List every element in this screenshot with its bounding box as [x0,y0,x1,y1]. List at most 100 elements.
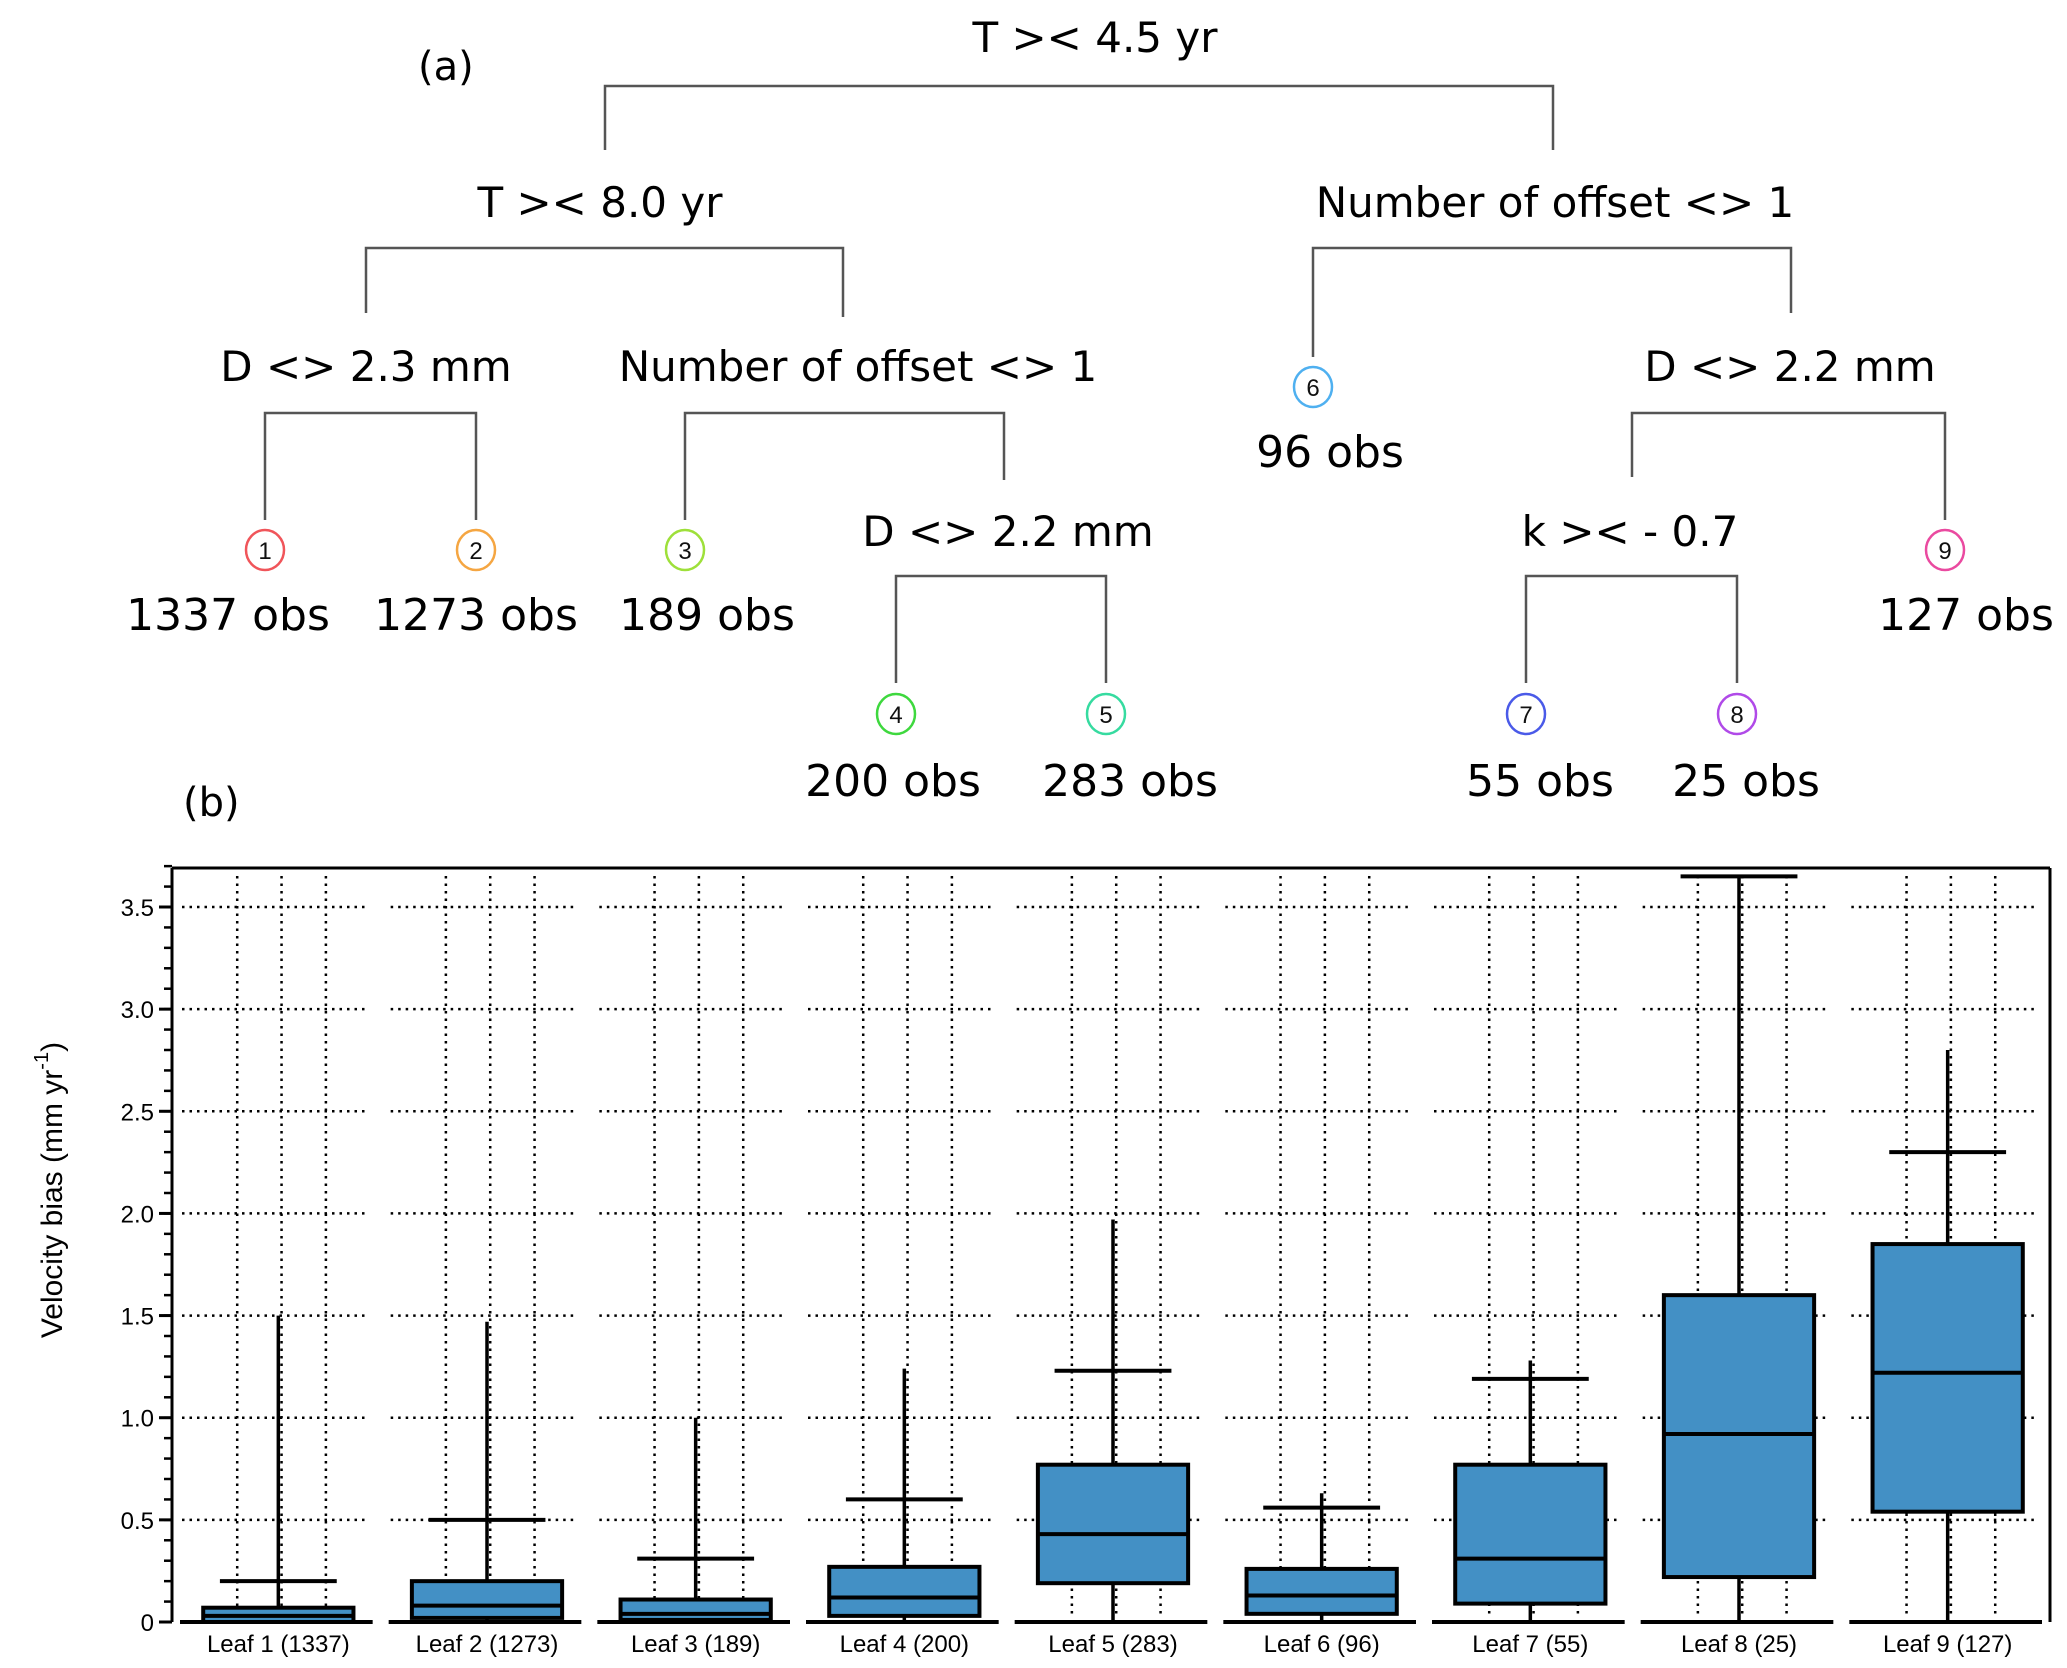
box-group-leaf-1 [180,1315,373,1624]
box-iqr [1244,1566,1399,1616]
box-iqr [1870,1242,2025,1514]
x-tick-label: Leaf 3 (189) [631,1631,760,1658]
box-iqr [1035,1462,1191,1586]
box-group-leaf-5 [1014,1219,1208,1624]
leaf-node-2: 2 1273 obs [374,528,578,641]
split-left: T >< 8.0 yr [476,178,723,227]
y-axis-title-main: Velocity bias (mm yr [36,1070,69,1338]
y-axis-title-superscript: -1 [31,1052,53,1070]
box-group-leaf-9 [1849,1050,2042,1624]
leaf-circle [1716,692,1758,736]
leaf-circle [244,528,286,572]
y-tick-label: 0 [141,1610,154,1637]
leaf-number: 5 [1099,702,1112,729]
leaf-obs-count: 1273 obs [374,590,578,641]
y-tick-label: 1.0 [121,1406,154,1433]
leaf-obs-count: 127 obs [1878,590,2054,641]
y-tick-label: 3.5 [121,895,154,922]
connector-left [364,246,845,317]
leaf-obs-count: 55 obs [1466,756,1614,807]
box-group-leaf-8 [1640,874,1834,1624]
x-tick-label: Leaf 6 (96) [1264,1631,1380,1658]
leaf-circle [455,528,497,572]
box-group-leaf-7 [1432,1360,1625,1624]
x-tick-label: Leaf 4 (200) [840,1631,969,1658]
leaf-circle [1505,692,1547,736]
boxes [180,874,2042,1624]
x-tick-label: Leaf 7 (55) [1472,1631,1588,1658]
leaf-number: 9 [1938,538,1951,565]
connector-left-right-right [894,574,1108,683]
connector-right [1311,246,1793,357]
leaf-obs-count: 189 obs [619,590,795,641]
leaf-number: 6 [1306,375,1319,402]
box-iqr [1661,1293,1817,1580]
leaf-circle [1292,365,1334,409]
connector-left-right [683,411,1006,520]
split-left-left: D <> 2.3 mm [220,342,511,391]
leaf-circle [1085,692,1127,736]
leaf-number: 3 [678,538,691,565]
leaf-node-9: 9 127 obs [1878,528,2054,641]
leaf-node-7: 7 55 obs [1466,692,1614,807]
y-axis-title-close: ) [36,1042,69,1052]
y-tick-label: 2.0 [121,1201,154,1228]
split-left-right-right: D <> 2.2 mm [862,507,1153,556]
leaf-node-5: 5 283 obs [1042,692,1218,807]
x-tick-label: Leaf 2 (1273) [416,1631,559,1658]
box-iqr [1453,1462,1608,1606]
x-tick-label: Leaf 5 (283) [1048,1631,1177,1658]
leaf-obs-count: 1337 obs [126,590,330,641]
leaf-node-1: 1 1337 obs [126,528,330,641]
connector-left-left [263,411,478,520]
leaf-node-3: 3 189 obs [619,528,795,641]
leaf-number: 8 [1730,702,1743,729]
leaf-obs-count: 283 obs [1042,756,1218,807]
split-left-right: Number of offset <> 1 [619,342,1098,391]
tree-connectors [263,84,1947,683]
y-tick-label: 3.0 [121,997,154,1024]
box-iqr [827,1564,982,1618]
leaf-node-4: 4 200 obs [805,692,981,807]
leaf-number: 7 [1519,702,1532,729]
split-root: T >< 4.5 yr [971,13,1218,62]
leaf-circle [875,692,917,736]
box-iqr [409,1579,565,1620]
tree-splits: T >< 4.5 yr T >< 8.0 yr Number of offset… [220,13,1935,556]
panel-label-b: (b) [183,780,240,826]
leaf-obs-count: 96 obs [1256,427,1404,478]
connector-right-right [1630,411,1947,520]
connector-right-right-left [1524,574,1739,683]
axes: 0 0.5 1.0 1.5 2.0 2.5 3.0 3.5 [121,864,2052,1637]
split-right-right-left: k >< - 0.7 [1522,507,1739,556]
box-group-leaf-4 [806,1368,999,1624]
connector-root [603,84,1555,150]
box-group-leaf-6 [1223,1493,1416,1624]
split-right-right: D <> 2.2 mm [1644,342,1935,391]
leaf-circle [1924,528,1966,572]
leaf-obs-count: 200 obs [805,756,981,807]
y-axis-title: Velocity bias (mm yr-1) [31,1042,69,1338]
leaf-number: 2 [469,538,482,565]
boxplot: 00.51.01.52.02.53.03.5 Leaf 1 (1337) Leaf… [31,864,2052,1658]
split-right: Number of offset <> 1 [1316,178,1795,227]
y-tick-label: 2.5 [121,1099,154,1126]
y-tick-label: 0.5 [121,1508,154,1535]
box-group-leaf-3 [597,1417,790,1624]
box-group-leaf-2 [388,1321,582,1624]
x-tick-label: Leaf 1 (1337) [207,1631,350,1658]
leaf-number: 1 [258,538,271,565]
x-tick-label: Leaf 9 (127) [1883,1631,2012,1658]
leaf-number: 4 [889,702,902,729]
leaf-node-6: 6 96 obs [1256,365,1404,478]
box-iqr [618,1597,773,1622]
tree-leaves: 1 1337 obs 2 1273 obs 3 189 obs 4 200 obs 5 283 o… [126,365,2054,807]
y-tick-label: 1.5 [121,1304,154,1331]
leaf-node-8: 8 25 obs [1672,692,1820,807]
category-labels: Leaf 1 (1337) Leaf 2 (1273) Leaf 3 (189) Le… [207,1631,2012,1658]
panel-label-a: (a) [418,44,474,90]
leaf-circle [664,528,706,572]
leaf-obs-count: 25 obs [1672,756,1820,807]
x-tick-label: Leaf 8 (25) [1681,1631,1797,1658]
